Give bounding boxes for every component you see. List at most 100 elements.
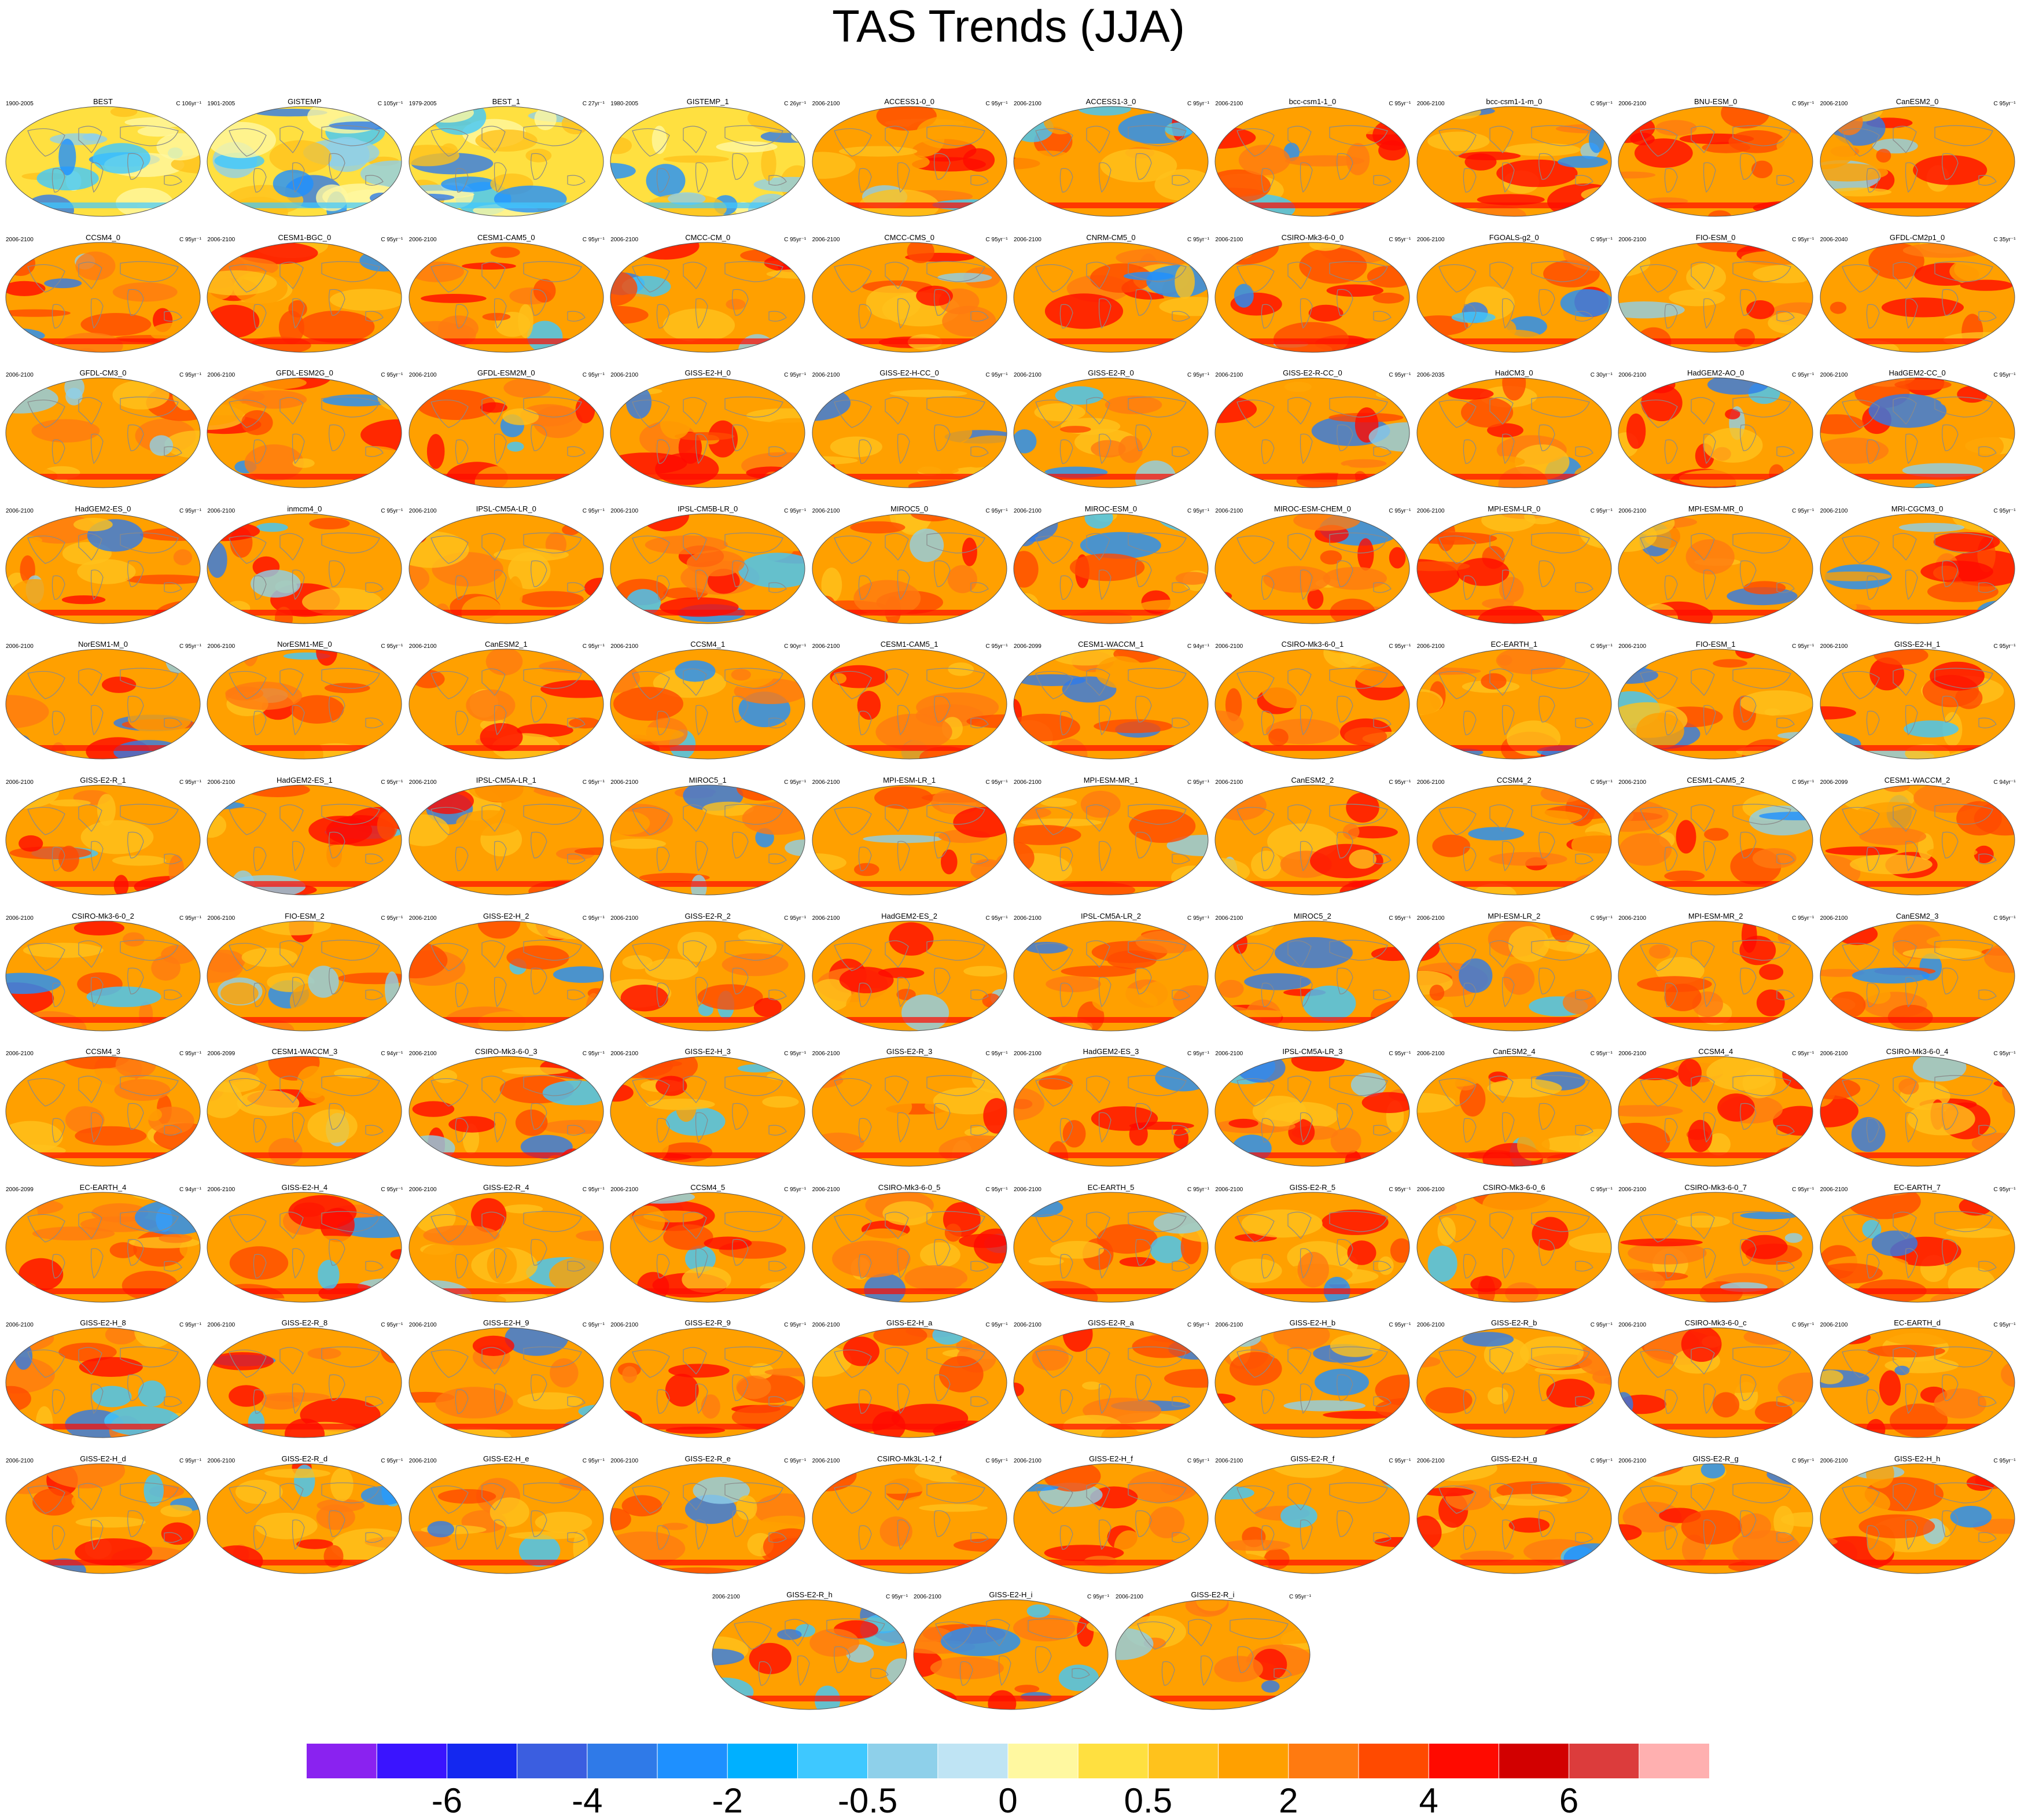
panel-units: C 27yr⁻¹ — [582, 101, 605, 107]
panel-units: C 95yr⁻¹ — [381, 915, 403, 922]
panel-title: CanESM2_2 — [1291, 776, 1334, 784]
panel-title: GISS-E2-H_d — [80, 1454, 126, 1463]
world-map — [1617, 1327, 1814, 1439]
map-panel: GISS-E2-H_h 2006-2100 C 95yr⁻¹ — [1818, 1454, 2017, 1576]
panel-period: 2006-2100 — [1618, 372, 1647, 379]
map-panel: HadGEM2-CC_0 2006-2100 C 95yr⁻¹ — [1818, 369, 2017, 490]
world-map — [609, 1191, 806, 1303]
map-panel: CanESM2_1 2006-2100 C 95yr⁻¹ — [407, 640, 606, 761]
world-map — [5, 1055, 201, 1167]
map-panel: GISS-E2-H_8 2006-2100 C 95yr⁻¹ — [3, 1318, 203, 1440]
panel-period: 2006-2100 — [408, 643, 437, 650]
map-panel: GISS-E2-H_a 2006-2100 C 95yr⁻¹ — [810, 1318, 1009, 1440]
world-map — [1013, 648, 1209, 760]
panel-units: C 106yr⁻¹ — [176, 101, 201, 107]
world-map — [1819, 1462, 2016, 1575]
panel-units: C 30yr⁻¹ — [1590, 372, 1613, 379]
panel-period: 1980-2005 — [610, 101, 639, 107]
panel-title: GISS-E2-R_d — [281, 1454, 328, 1463]
panel-period: 2006-2100 — [207, 779, 235, 786]
world-map — [1214, 377, 1411, 489]
panel-title: bcc-csm1-1-m_0 — [1486, 97, 1543, 106]
world-map — [1013, 920, 1209, 1032]
colorbar-swatch — [587, 1744, 658, 1778]
map-panel: GISS-E2-R_d 2006-2100 C 95yr⁻¹ — [205, 1454, 404, 1576]
world-map — [609, 377, 806, 489]
panel-units: C 95yr⁻¹ — [1590, 779, 1613, 786]
map-panel: CESM1-CAM5_2 2006-2100 C 95yr⁻¹ — [1616, 776, 1815, 897]
world-map — [1214, 648, 1411, 760]
panel-title: GISS-E2-R_a — [1088, 1318, 1134, 1328]
map-panel: CSIRO-Mk3-6-0_4 2006-2100 C 95yr⁻¹ — [1818, 1047, 2017, 1169]
colorbar-swatch — [1288, 1744, 1359, 1778]
colorbar-label: -6 — [431, 1781, 463, 1820]
world-map — [5, 513, 201, 625]
panel-title: GISS-E2-R_b — [1491, 1318, 1537, 1328]
world-map — [1416, 513, 1613, 625]
panel-units: C 95yr⁻¹ — [985, 1051, 1008, 1058]
panel-period: 2006-2100 — [1014, 1186, 1041, 1193]
map-panel: CESM1-BGC_0 2006-2100 C 95yr⁻¹ — [205, 233, 404, 355]
world-map — [1013, 105, 1209, 218]
panel-units: C 95yr⁻¹ — [1590, 1186, 1613, 1193]
map-panel: GISS-E2-R_0 2006-2100 C 95yr⁻¹ — [1011, 369, 1210, 490]
map-panel: GISS-E2-R_2 2006-2100 C 95yr⁻¹ — [608, 912, 807, 1033]
panel-title: IPSL-CM5B-LR_0 — [678, 504, 738, 513]
panel-units: C 95yr⁻¹ — [1792, 915, 1814, 922]
world-map — [1819, 648, 2016, 760]
panel-units: C 95yr⁻¹ — [784, 507, 807, 514]
panel-units: C 95yr⁻¹ — [1792, 1186, 1814, 1193]
panel-title: CCSM4_5 — [690, 1182, 726, 1192]
panel-units: C 95yr⁻¹ — [381, 1322, 403, 1329]
panel-title: CSIRO-Mk3-6-0_1 — [1281, 640, 1344, 649]
world-map — [1214, 513, 1411, 625]
panel-period: 2006-2100 — [1215, 779, 1243, 786]
panel-units: C 90yr⁻¹ — [784, 643, 807, 650]
world-map — [811, 648, 1008, 760]
world-map — [811, 784, 1008, 896]
map-panel: CESM1-CAM5_0 2006-2100 C 95yr⁻¹ — [407, 233, 606, 355]
panel-period: 2006-2100 — [1618, 507, 1647, 514]
panel-period: 2006-2100 — [1215, 1458, 1243, 1464]
panel-units: C 95yr⁻¹ — [179, 372, 201, 379]
world-map — [1013, 241, 1209, 353]
world-map — [1013, 784, 1209, 896]
panel-period: 2006-2100 — [1416, 643, 1445, 650]
panel-period: 2006-2099 — [207, 1051, 235, 1058]
world-map — [1013, 1327, 1209, 1439]
world-map — [1617, 784, 1814, 896]
map-panel: HadCM3_0 2006-2035 C 30yr⁻¹ — [1415, 369, 1614, 490]
map-panel: EC-EARTH_1 2006-2100 C 95yr⁻¹ — [1415, 640, 1614, 761]
panel-title: GISS-E2-H_2 — [483, 911, 529, 920]
map-panel: GISS-E2-R_4 2006-2100 C 95yr⁻¹ — [407, 1183, 606, 1305]
panel-units: C 95yr⁻¹ — [582, 643, 605, 650]
panel-title: BEST_1 — [492, 97, 520, 106]
map-panel: NorESM1-ME_0 2006-2100 C 95yr⁻¹ — [205, 640, 404, 761]
world-map — [1214, 1055, 1411, 1167]
world-map — [408, 241, 605, 353]
panel-units: C 94yr⁻¹ — [1993, 779, 2016, 786]
panel-units: C 95yr⁻¹ — [381, 372, 403, 379]
world-map — [5, 1327, 201, 1439]
world-map — [1416, 241, 1613, 353]
panel-units: C 95yr⁻¹ — [1389, 236, 1411, 243]
panel-units: C 95yr⁻¹ — [1590, 101, 1613, 107]
colorbar-swatch — [1429, 1744, 1499, 1778]
panel-units: C 95yr⁻¹ — [784, 779, 807, 786]
panel-period: 2006-2100 — [1014, 1458, 1041, 1464]
panel-title: EC-EARTH_1 — [1490, 640, 1538, 649]
panel-period: 1979-2005 — [408, 101, 437, 107]
world-map — [5, 105, 201, 218]
world-map — [5, 920, 201, 1032]
map-panel: GISS-E2-R_1 2006-2100 C 95yr⁻¹ — [3, 776, 203, 897]
panel-title: CNRM-CM5_0 — [1086, 233, 1136, 242]
panel-units: C 95yr⁻¹ — [1993, 507, 2016, 514]
panel-title: GFDL-CM2p1_0 — [1889, 233, 1945, 242]
map-panel: CanESM2_0 2006-2100 C 95yr⁻¹ — [1818, 97, 2017, 219]
map-panel: MIROC5_1 2006-2100 C 95yr⁻¹ — [608, 776, 807, 897]
panel-period: 2006-2100 — [1215, 915, 1243, 922]
panel-units: C 95yr⁻¹ — [985, 643, 1008, 650]
panel-title: GFDL-CM3_0 — [79, 369, 127, 378]
world-map — [206, 1191, 403, 1303]
panel-title: CESM1-WACCM_3 — [271, 1047, 338, 1056]
